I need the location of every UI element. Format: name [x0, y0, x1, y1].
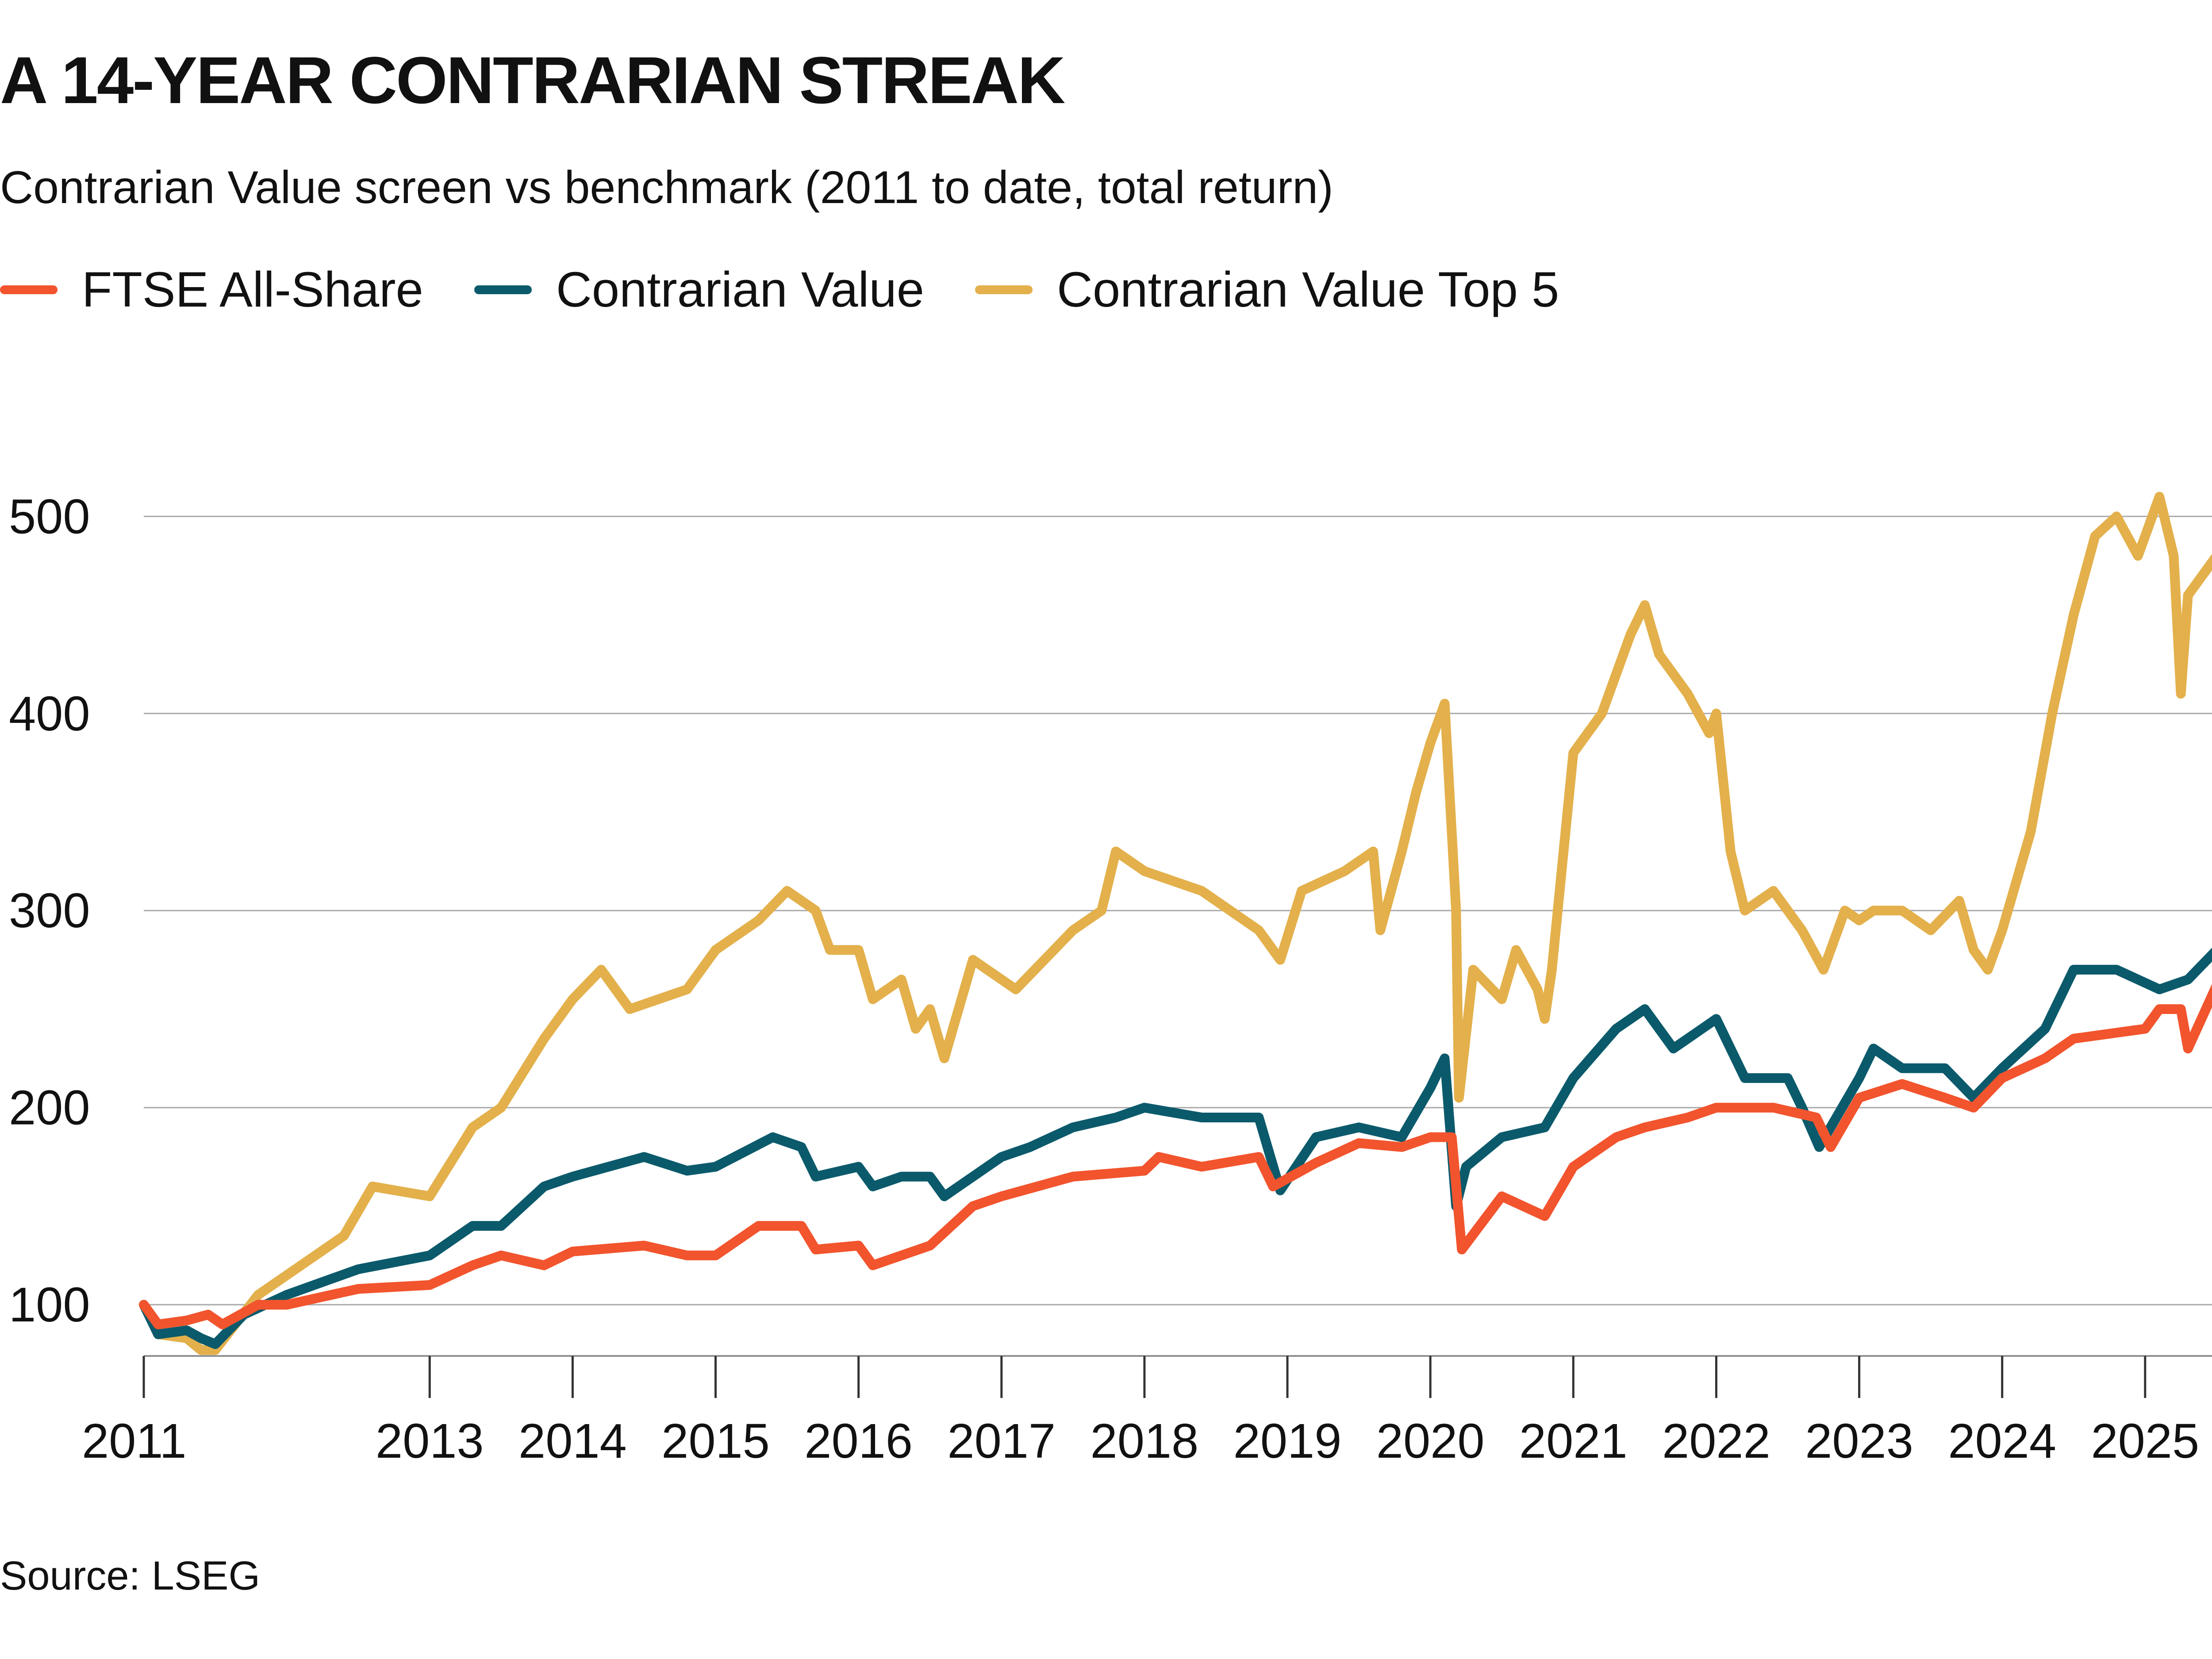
x-tick-label: 2023	[1805, 1414, 1913, 1468]
x-tick-label: 2025	[2091, 1414, 2199, 1468]
series-line-ftse-all-share	[139, 983, 2212, 1329]
x-tick-label: 2019	[1233, 1414, 1342, 1468]
y-axis: 100 200 300 400 500	[9, 489, 90, 1332]
x-tick-label: 2018	[1091, 1414, 1199, 1468]
chart-subtitle: Contrarian Value screen vs benchmark (20…	[0, 162, 1333, 213]
x-tick-label: 2020	[1376, 1414, 1485, 1468]
series-line-contrarian-value-top-5	[139, 492, 2212, 1355]
series-lines	[139, 492, 2212, 1355]
legend-swatch-contrarian-value	[474, 285, 532, 294]
series-line-contrarian-value	[139, 948, 2212, 1349]
y-tick-label: 400	[9, 687, 90, 741]
legend-item-contrarian-top5: Contrarian Value Top 5	[975, 261, 1559, 318]
y-tick-label: 500	[9, 489, 90, 544]
x-tick-label: 2014	[518, 1414, 627, 1468]
legend-label-contrarian-top5: Contrarian Value Top 5	[1057, 262, 1559, 317]
legend-item-ftse: FTSE All-Share	[0, 261, 423, 318]
legend: FTSE All-Share Contrarian Value Contrari…	[0, 261, 1610, 318]
x-tick-label: 2015	[661, 1414, 770, 1468]
x-tick-label: 2022	[1662, 1414, 1770, 1468]
legend-label-contrarian-value: Contrarian Value	[556, 262, 924, 317]
x-axis: 2011 2013 2014 2015 2016 2017 2018 2019 2020 2021…	[82, 1355, 2212, 1468]
y-tick-label: 200	[9, 1081, 90, 1135]
x-tick-label: 2016	[804, 1414, 913, 1468]
source-note: Source: LSEG	[0, 1553, 261, 1598]
legend-label-ftse: FTSE All-Share	[82, 262, 423, 317]
chart-title: A 14-YEAR CONTRARIAN STREAK	[0, 43, 1065, 117]
legend-swatch-ftse	[0, 285, 58, 294]
x-tick-label: 2011	[82, 1414, 187, 1468]
legend-swatch-contrarian-top5	[975, 285, 1033, 294]
x-tick-label: 2021	[1519, 1414, 1628, 1468]
y-tick-label: 300	[9, 883, 90, 938]
x-tick-label: 2024	[1948, 1414, 2056, 1468]
y-tick-label: 100	[9, 1278, 90, 1332]
legend-item-contrarian-value: Contrarian Value	[474, 261, 924, 318]
x-tick-label: 2017	[947, 1414, 1056, 1468]
x-tick-label: 2013	[376, 1414, 484, 1468]
